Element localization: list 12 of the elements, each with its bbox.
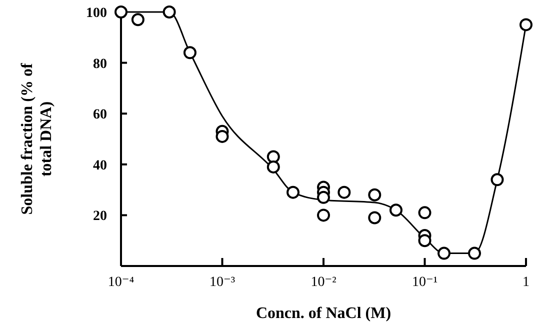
x-axis-title: Concn. of NaCl (M) bbox=[256, 305, 392, 322]
y-tick-label: 100 bbox=[86, 6, 107, 21]
y-tick-label: 40 bbox=[93, 158, 107, 174]
y-tick-label: 80 bbox=[93, 56, 107, 72]
y-tick-label: 20 bbox=[93, 209, 107, 224]
x-tick-label: 10⁻¹ bbox=[412, 275, 438, 290]
x-tick-label: 10⁻² bbox=[310, 275, 336, 290]
y-axis-title: Soluble fraction (% of total DNA) bbox=[19, 62, 55, 215]
x-tick-label: 1 bbox=[522, 275, 530, 290]
x-tick-label: 10⁻³ bbox=[209, 275, 236, 290]
x-tick-label: 10⁻⁴ bbox=[108, 275, 134, 290]
y-tick-label: 60 bbox=[93, 108, 107, 123]
